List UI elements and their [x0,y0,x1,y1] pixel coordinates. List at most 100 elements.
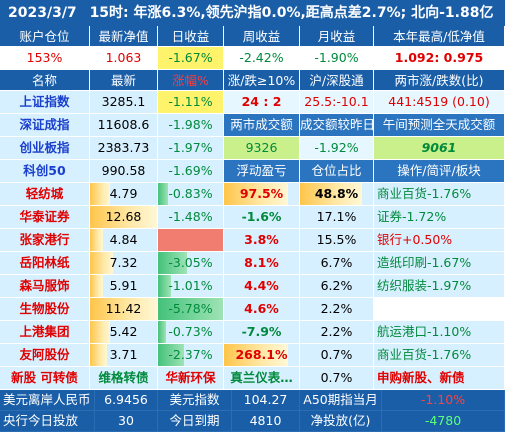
stock-price-text: 4.79 [109,186,138,201]
pboc-row: 央行今日投放 30 今日到期 4810 净投放(亿) -4780 [0,411,505,432]
stock-change: -3.05% [158,252,224,275]
stock-name[interactable]: 森马服饰 [0,275,90,298]
stock-price-text: 5.42 [109,324,138,339]
stock-price: 12.68 [90,206,158,229]
stock-note: 商业百货-1.76% [374,183,505,206]
index-name: 深证成指 [0,114,90,137]
stock-change-text: -2.37% [168,347,213,362]
turnover-vs-yesterday-label: 成交额较昨日 [300,114,374,137]
fx-value: 6.9456 [95,390,158,411]
stock-pnl: 8.1% [224,252,300,275]
stock-change-text: -0.83% [168,186,213,201]
stock-price-text: 12.68 [105,209,142,224]
stock-pnl: -1.6% [224,206,300,229]
new-stock: 华新环保 [158,367,224,390]
stock-price: 5.42 [90,321,158,344]
stock-change: -1.48% [158,206,224,229]
index-change: -1.11% [158,91,224,114]
stock-change: -5.78% [158,298,224,321]
pboc-inject-label: 央行今日投放 [0,411,95,432]
stock-change-text: -5.78% [168,301,213,316]
stock-position: 48.8% [300,183,374,206]
position-header: 仓位占比 [300,160,374,183]
header-cell: 涨/跌≥10% [224,70,300,91]
index-change: -1.97% [158,137,224,160]
stock-position-text: 6.7% [320,255,353,270]
new-issue-note: 申购新股、新债 [374,367,505,390]
maturity-value: 4810 [232,411,300,432]
stock-price-text: 5.91 [109,278,138,293]
header-cell: 沪/深股通 [300,70,374,91]
holding-row: 上港集团 5.42 -0.73% -7.9% 2.2% 航运港口-1.10% [0,321,505,344]
stock-price-text: 4.84 [109,232,138,247]
stock-name[interactable]: 轻纺城 [0,183,90,206]
stock-position: 17.1% [300,206,374,229]
title-bar: 2023/3/7 15时: 年涨6.3%,领先沪指0.0%,距高点差2.7%; … [0,0,505,26]
stock-position: 15.5% [300,229,374,252]
new-issue-row: 新股 可转债 维格转债 华新环保 真兰仪表… 0.7% 申购新股、新债 [0,367,505,390]
stock-note: 银行+0.50% [374,229,505,252]
new-issue-position: 0.7% [300,367,374,390]
maturity-label: 今日到期 [158,411,232,432]
new-issue-label: 新股 可转债 [0,367,90,390]
stock-position-text: 2.2% [320,301,353,316]
holding-row: 华泰证券 12.68 -1.48% -1.6% 17.1% 证券-1.72% [0,206,505,229]
stock-pnl: 3.8% [224,229,300,252]
stock-change-text: -1.01% [168,278,213,293]
advance-decline: 441:4519 (0.10) [374,91,505,114]
a50-label: A50期指当月 [300,390,382,411]
stock-name[interactable]: 华泰证券 [0,206,90,229]
fx-row: 美元离岸人民币 6.9456 美元指数 104.27 A50期指当月 -1.10… [0,390,505,411]
limit-up-down: 24 : 2 [224,91,300,114]
header-cell: 两市涨/跌数(比) [374,70,505,91]
stock-note: 纺织服装-1.97% [374,275,505,298]
turnover-value: 9326 [224,137,300,160]
index-last: 3285.1 [90,91,158,114]
daily-return: -1.67% [158,47,224,70]
stock-price: 3.71 [90,344,158,367]
holding-row: 岳阳林纸 7.32 -3.05% 8.1% 6.7% 造纸印刷-1.67% [0,252,505,275]
net-inject-value: -4780 [382,411,505,432]
dxy-label: 美元指数 [158,390,232,411]
stock-price-text: 3.71 [109,347,138,362]
holding-row: 生物股份 11.42 -5.78% 4.6% 2.2% [0,298,505,321]
stock-position: 2.2% [300,298,374,321]
stock-name[interactable]: 生物股份 [0,298,90,321]
header-cell: 月收益 [300,26,374,47]
stock-name[interactable]: 岳阳林纸 [0,252,90,275]
stock-pnl-text: -7.9% [241,324,282,339]
stock-note: 商业百货-1.76% [374,344,505,367]
stock-name[interactable]: 上港集团 [0,321,90,344]
stock-change: -0.73% [158,321,224,344]
stock-position-text: 48.8% [314,186,359,201]
note-header: 操作/简评/板块 [374,160,505,183]
turnover-label: 两市成交额 [224,114,300,137]
stock-position-text: 6.2% [320,278,353,293]
header-cell: 账户仓位 [0,26,90,47]
stock-pnl-text: 268.1% [235,347,288,362]
stock-change: -0.83% [158,183,224,206]
stock-change: -1.01% [158,275,224,298]
holdings-list: 轻纺城 4.79 -0.83% 97.5% 48.8% 商业百货-1.76% 华泰证券 12.… [0,183,505,367]
stock-name[interactable]: 友阿股份 [0,344,90,367]
index-name: 创业板指 [0,137,90,160]
stock-change [158,229,224,252]
a50-value: -1.10% [382,390,505,411]
stock-position-text: 2.2% [320,324,353,339]
net-inject-label: 净投放(亿) [300,411,382,432]
stock-name[interactable]: 张家港行 [0,229,90,252]
summary-label: 15时: 年涨6.3%,领先沪指0.0%,距高点差2.7%; 北向-1.88亿 [89,5,494,21]
stock-position-text: 17.1% [316,209,357,224]
index-change: -1.98% [158,114,224,137]
dxy-value: 104.27 [232,390,300,411]
stock-price: 11.42 [90,298,158,321]
stock-pnl-text: 3.8% [244,232,279,247]
stock-position: 6.2% [300,275,374,298]
stock-pnl-text: -1.6% [241,209,282,224]
header-cell: 日收益 [158,26,224,47]
stock-pnl: -7.9% [224,321,300,344]
header-cell: 最新 [90,70,158,91]
stock-position: 6.7% [300,252,374,275]
stock-pnl-text: 8.1% [244,255,279,270]
header-cell: 名称 [0,70,90,91]
